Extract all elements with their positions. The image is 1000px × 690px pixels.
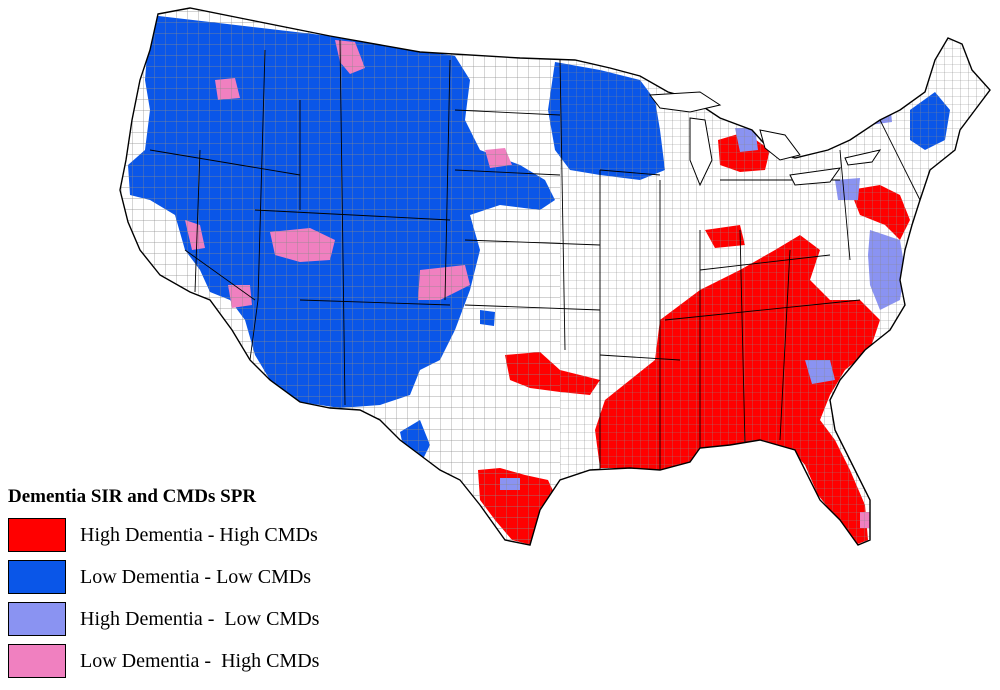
legend-item-high-high: High Dementia - High CMDs xyxy=(4,514,404,556)
legend-swatch-red xyxy=(8,518,66,552)
legend-swatch-blue xyxy=(8,560,66,594)
legend-item-high-low: High Dementia - Low CMDs xyxy=(4,598,404,640)
legend-item-low-low: Low Dementia - Low CMDs xyxy=(4,556,404,598)
legend-label: Low Dementia - High CMDs xyxy=(80,649,320,672)
legend-swatch-lavender xyxy=(8,602,66,636)
map-legend: Dementia SIR and CMDs SPR High Dementia … xyxy=(4,486,404,682)
legend-item-low-high: Low Dementia - High CMDs xyxy=(4,640,404,682)
legend-label: Low Dementia - Low CMDs xyxy=(80,565,312,588)
legend-label: High Dementia - Low CMDs xyxy=(80,607,320,630)
legend-label: High Dementia - High CMDs xyxy=(80,523,318,546)
legend-title: Dementia SIR and CMDs SPR xyxy=(8,486,257,507)
legend-swatch-pink xyxy=(8,644,66,678)
great-lakes xyxy=(649,91,882,187)
state-borders xyxy=(149,39,921,470)
